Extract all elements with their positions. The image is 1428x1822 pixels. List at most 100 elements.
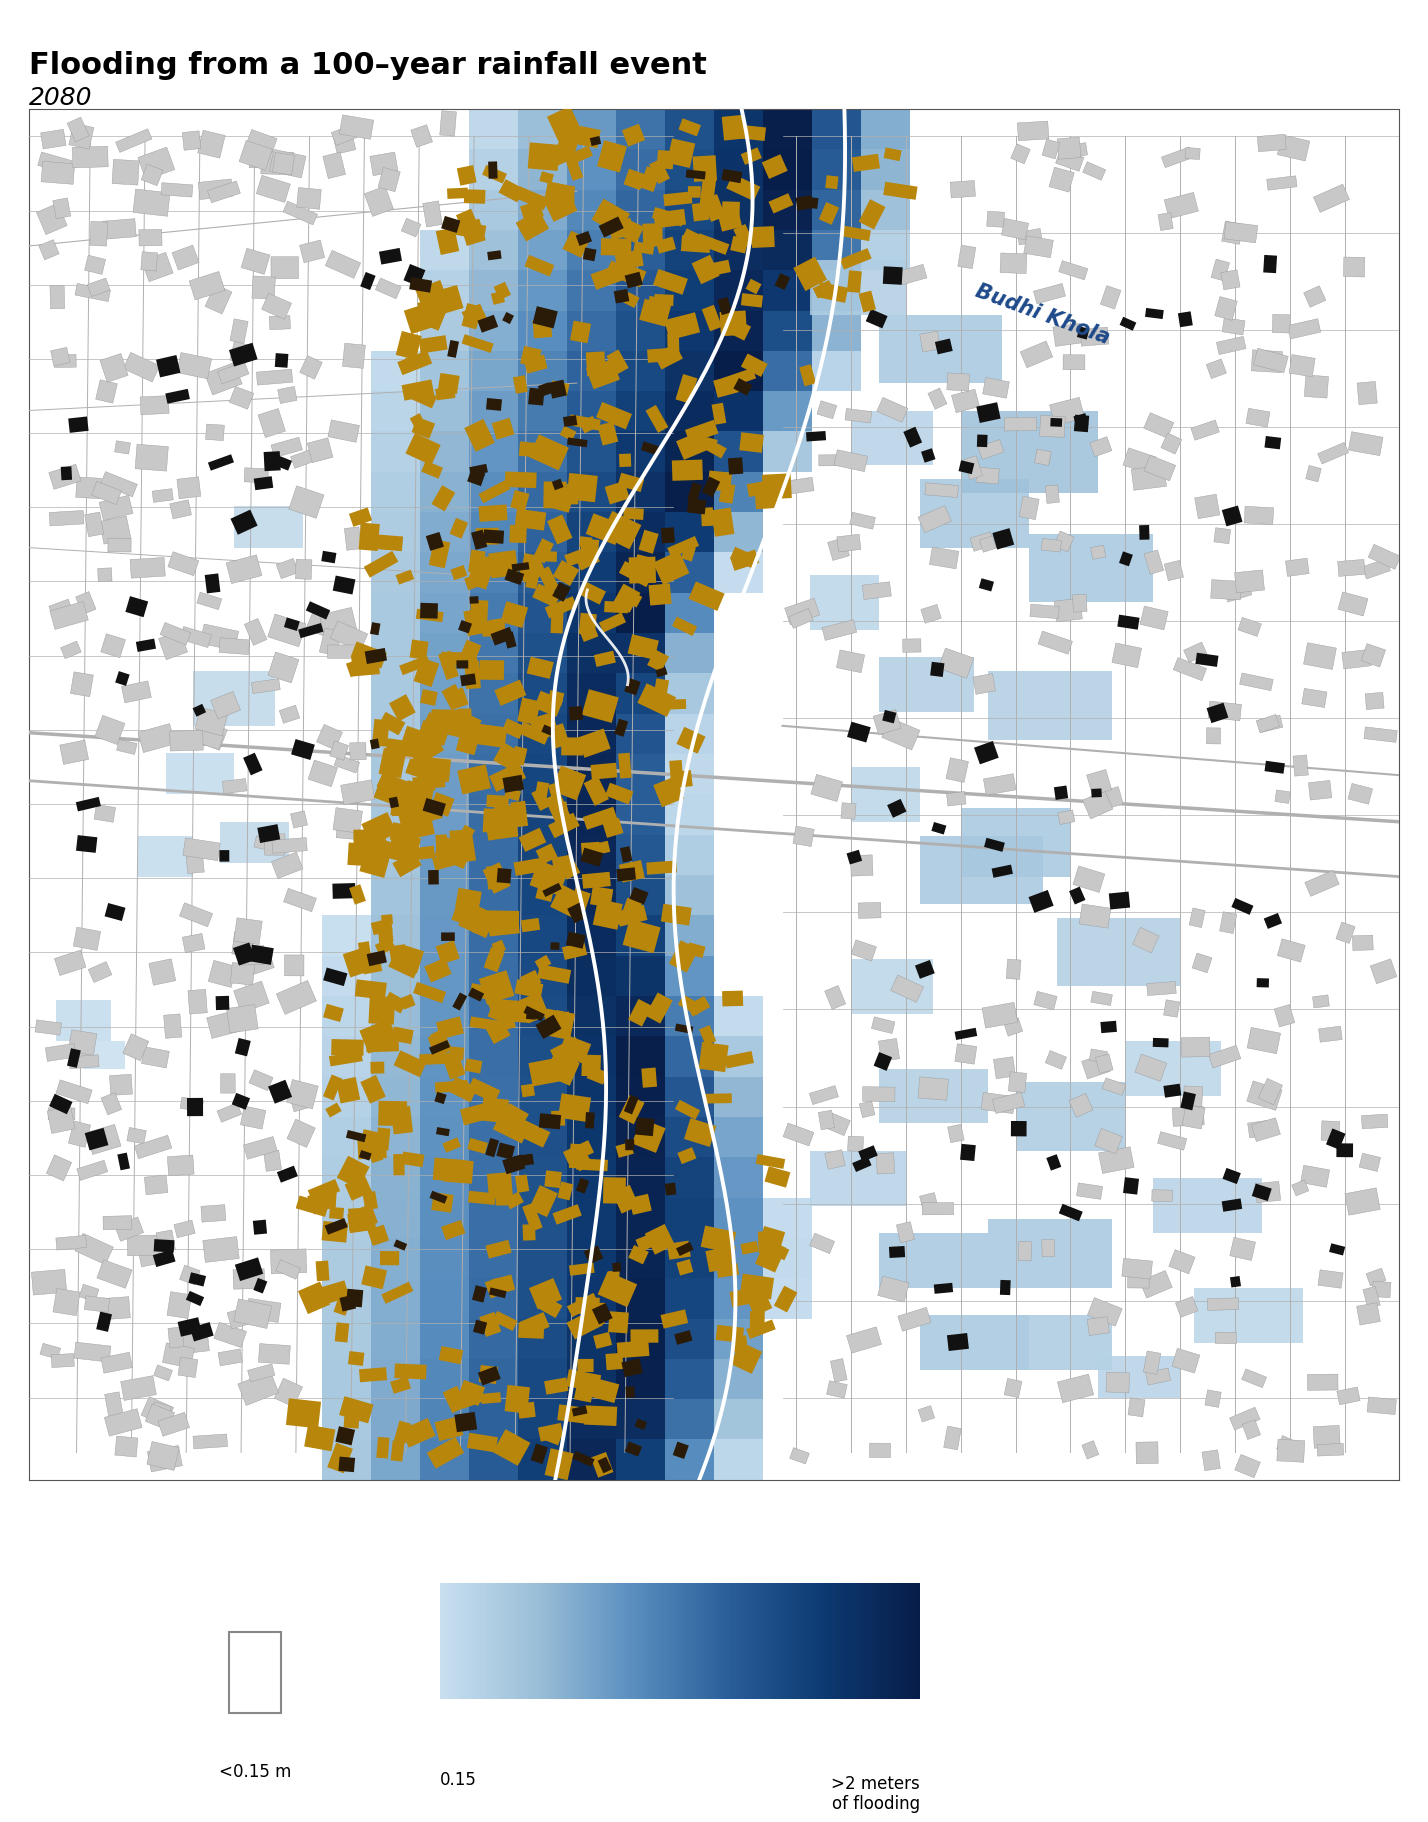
Polygon shape bbox=[170, 499, 191, 519]
Polygon shape bbox=[1070, 1093, 1092, 1117]
Polygon shape bbox=[920, 1193, 938, 1213]
Polygon shape bbox=[698, 1042, 728, 1071]
Polygon shape bbox=[67, 1048, 81, 1068]
Polygon shape bbox=[551, 1009, 574, 1037]
Polygon shape bbox=[130, 558, 166, 578]
Polygon shape bbox=[234, 1299, 271, 1328]
Bar bbox=[851, 958, 934, 1013]
Bar bbox=[665, 109, 714, 149]
Polygon shape bbox=[544, 180, 575, 204]
Bar bbox=[518, 189, 567, 230]
Bar bbox=[420, 834, 470, 875]
Bar bbox=[470, 1399, 518, 1439]
Polygon shape bbox=[1362, 1286, 1381, 1308]
Polygon shape bbox=[400, 995, 416, 1009]
Bar bbox=[665, 915, 714, 957]
Bar bbox=[420, 714, 470, 754]
Polygon shape bbox=[847, 849, 863, 864]
Bar bbox=[665, 1319, 714, 1359]
Polygon shape bbox=[360, 1204, 378, 1226]
Bar bbox=[470, 875, 518, 915]
Polygon shape bbox=[127, 1128, 146, 1144]
Bar bbox=[615, 794, 665, 834]
Polygon shape bbox=[486, 816, 518, 840]
Polygon shape bbox=[984, 838, 1005, 853]
Polygon shape bbox=[1098, 1146, 1134, 1173]
Polygon shape bbox=[491, 292, 506, 304]
Polygon shape bbox=[136, 445, 169, 472]
Polygon shape bbox=[96, 379, 117, 403]
Bar bbox=[615, 149, 665, 189]
Polygon shape bbox=[49, 1093, 73, 1115]
Polygon shape bbox=[1185, 148, 1200, 160]
Polygon shape bbox=[550, 942, 560, 949]
Polygon shape bbox=[481, 1097, 508, 1122]
Polygon shape bbox=[581, 1055, 601, 1077]
Polygon shape bbox=[1161, 434, 1182, 454]
Polygon shape bbox=[551, 1111, 565, 1126]
Bar bbox=[1030, 534, 1152, 603]
Polygon shape bbox=[575, 1297, 600, 1314]
Polygon shape bbox=[491, 417, 514, 439]
Polygon shape bbox=[208, 454, 234, 470]
Polygon shape bbox=[436, 1017, 464, 1039]
Polygon shape bbox=[881, 718, 920, 751]
Polygon shape bbox=[1208, 1297, 1238, 1310]
Polygon shape bbox=[661, 527, 675, 543]
Polygon shape bbox=[1090, 1049, 1108, 1062]
Polygon shape bbox=[420, 1053, 451, 1066]
Polygon shape bbox=[328, 1051, 363, 1066]
Polygon shape bbox=[70, 1037, 93, 1060]
Polygon shape bbox=[364, 550, 398, 578]
Polygon shape bbox=[727, 319, 751, 341]
Polygon shape bbox=[1081, 1053, 1110, 1079]
Polygon shape bbox=[159, 1412, 190, 1436]
Polygon shape bbox=[938, 649, 974, 678]
Polygon shape bbox=[524, 255, 554, 277]
Polygon shape bbox=[564, 545, 595, 567]
Polygon shape bbox=[645, 404, 668, 434]
Text: 0.15: 0.15 bbox=[440, 1771, 477, 1789]
Polygon shape bbox=[994, 1057, 1015, 1079]
Polygon shape bbox=[177, 1317, 201, 1337]
Polygon shape bbox=[411, 740, 430, 758]
Polygon shape bbox=[585, 514, 623, 545]
Polygon shape bbox=[741, 293, 763, 308]
Polygon shape bbox=[1004, 417, 1037, 432]
Polygon shape bbox=[677, 1259, 694, 1275]
Bar bbox=[470, 1319, 518, 1359]
Polygon shape bbox=[227, 1004, 258, 1033]
Polygon shape bbox=[571, 1405, 587, 1416]
Bar bbox=[470, 674, 518, 714]
Polygon shape bbox=[1101, 286, 1121, 310]
Polygon shape bbox=[493, 742, 523, 771]
Polygon shape bbox=[218, 638, 250, 654]
Polygon shape bbox=[567, 902, 587, 924]
Bar bbox=[323, 1157, 371, 1197]
Polygon shape bbox=[1164, 1000, 1180, 1017]
Polygon shape bbox=[721, 115, 744, 140]
Polygon shape bbox=[583, 248, 597, 261]
Polygon shape bbox=[1087, 1317, 1110, 1336]
Bar bbox=[420, 1117, 470, 1157]
Polygon shape bbox=[1292, 1181, 1309, 1195]
Polygon shape bbox=[1164, 1084, 1181, 1097]
Polygon shape bbox=[413, 982, 446, 1004]
Polygon shape bbox=[837, 534, 861, 552]
Polygon shape bbox=[1359, 1153, 1381, 1172]
Polygon shape bbox=[1074, 415, 1090, 432]
Bar bbox=[420, 230, 470, 270]
Polygon shape bbox=[457, 1379, 486, 1407]
Polygon shape bbox=[390, 822, 421, 845]
Polygon shape bbox=[238, 1372, 278, 1405]
Polygon shape bbox=[374, 938, 396, 955]
Bar bbox=[714, 352, 763, 392]
Polygon shape bbox=[518, 722, 550, 745]
Polygon shape bbox=[114, 1436, 139, 1458]
Polygon shape bbox=[755, 1239, 785, 1272]
Polygon shape bbox=[810, 1086, 838, 1104]
Polygon shape bbox=[79, 1285, 99, 1301]
Bar bbox=[371, 915, 420, 957]
Polygon shape bbox=[1362, 559, 1391, 579]
Bar bbox=[665, 834, 714, 875]
